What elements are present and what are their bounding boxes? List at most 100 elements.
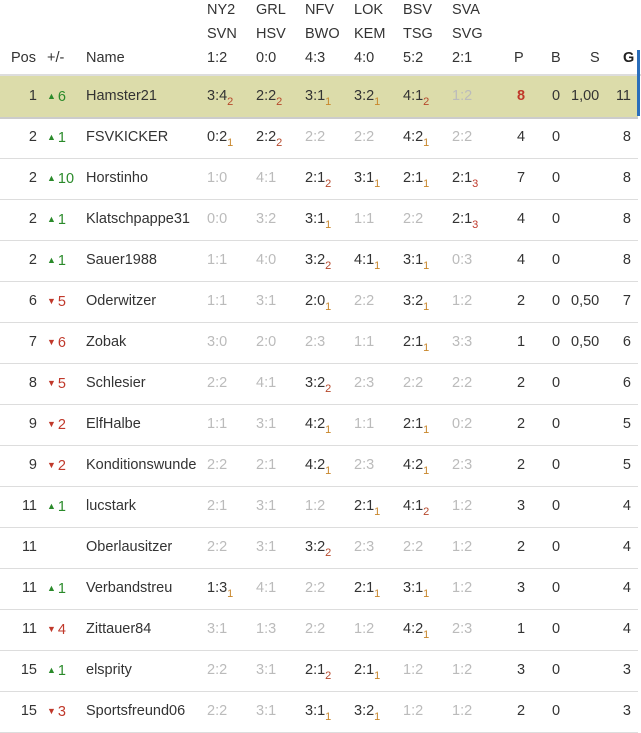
player-name[interactable]: Oberlausitzer [86,539,173,555]
prediction-score: 2:3 [354,375,375,391]
table-row[interactable]: 11 ▲ 1 lucstark 2:1 3:1 1:2 2:11 4:12 1:2 3 0 4 [0,486,638,528]
table-row[interactable]: 6 ▼ 5 Oderwitzer 1:1 3:1 2:01 2:2 3:21 1:2 2 0 0,50 7 [0,281,638,323]
prediction: 2:22 [256,76,282,117]
rank: 9 [28,416,37,432]
rank-change-value: 5 [57,376,66,392]
points: 4 [516,211,526,227]
header-total[interactable]: G [623,50,635,66]
prediction: 4:21 [403,117,429,158]
prediction-score: 3:1 [256,703,277,719]
header-points[interactable]: P [514,50,524,66]
table-row[interactable]: 7 ▼ 6 Zobak 3:0 2:0 2:3 1:1 2:11 3:3 1 0 0,50 6 [0,322,638,364]
prediction-score: 1:2 [452,662,473,678]
table-row[interactable]: 11 Oberlausitzer 2:2 3:1 3:22 2:3 2:2 1:2 2 0 4 [0,527,638,569]
header-bonus[interactable]: B [551,50,561,66]
arrow-up-icon: ▲ [47,583,56,593]
rank: 8 [28,375,37,391]
prediction-score: 0:2 [452,416,473,432]
table-row[interactable]: 2 ▲ 1 Klatschpappe31 0:0 3:2 3:11 1:1 2:2 2:13 4 0 8 [0,199,638,241]
prediction-score: 1:2 [403,703,424,719]
table-row[interactable]: 2 ▲ 1 FSVKICKER 0:21 2:22 2:2 2:2 4:21 2:2 4 0 8 [0,117,638,159]
table-row[interactable]: 1 ▲ 6 Hamster21 3:42 2:22 3:11 3:21 4:12 1:2 8 0 1,0… [0,76,638,119]
prediction-points: 2 [423,96,430,108]
table-row[interactable]: 9 ▼ 2 Konditionswunde 2:2 2:1 4:21 2:3 4:21 2:3 2 0… [0,445,638,487]
player-name[interactable]: Zobak [86,334,127,350]
prediction: 3:11 [354,158,380,199]
rank-change-value: 1 [57,212,66,228]
arrow-down-icon: ▼ [47,624,56,634]
player-name[interactable]: Hamster21 [86,88,157,104]
header-name[interactable]: Name [86,50,125,66]
prediction-score: 3:2 [403,293,424,309]
player-name[interactable]: Zittauer84 [86,621,152,637]
rank-change: ▼ 6 [47,322,66,364]
player-name[interactable]: Sauer1988 [86,252,157,268]
prediction: 2:11 [403,158,429,199]
rank-change: ▼ 5 [47,281,66,323]
bonus: 0 [552,621,561,637]
header-game-away: BWO [305,26,340,42]
prediction-points: 2 [325,670,332,682]
prediction-score: 1:2 [452,293,473,309]
player-name[interactable]: Konditionswunde [86,457,197,473]
prediction: 2:2 [207,691,227,732]
prediction-score: 2:1 [305,170,326,186]
table-row[interactable]: 11 ▼ 4 Zittauer84 3:1 1:3 2:2 1:2 4:21 2:3 1 0 4 [0,609,638,651]
table-row[interactable]: 8 ▼ 5 Schlesier 2:2 4:1 3:22 2:3 2:2 2:2 2 0 6 [0,363,638,405]
table-row[interactable]: 11 ▲ 1 Verbandstreu 1:31 4:1 2:2 2:11 3:11 1:2 3 0 4 [0,568,638,610]
prediction-score: 3:1 [354,170,375,186]
player-name[interactable]: ElfHalbe [86,416,141,432]
prediction: 3:1 [207,609,227,650]
points: 7 [516,170,526,186]
total: 5 [622,457,631,473]
bonus: 0 [552,539,561,555]
prediction: 4:11 [354,240,380,281]
player-name[interactable]: elsprity [86,662,132,678]
table-row[interactable]: 2 ▲ 1 Sauer1988 1:1 4:0 3:22 4:11 3:11 0:3 4 0 8 [0,240,638,282]
player-name[interactable]: Horstinho [86,170,149,186]
prediction-score: 1:2 [403,662,424,678]
player-name[interactable]: Klatschpappe31 [86,211,190,227]
player-name[interactable]: lucstark [86,498,136,514]
player-name[interactable]: Sportsfreund06 [86,703,186,719]
player-name[interactable]: FSVKICKER [86,129,169,145]
prediction: 3:21 [354,76,380,117]
header-game-away: TSG [403,26,433,42]
prediction: 2:2 [207,363,227,404]
prediction-score: 2:3 [354,457,375,473]
prediction-score: 3:2 [256,211,277,227]
prediction-score: 2:2 [354,293,375,309]
table-row[interactable]: 2 ▲ 10 Horstinho 1:0 4:1 2:12 3:11 2:11 2:13 7 0 8 [0,158,638,200]
player-name[interactable]: Oderwitzer [86,293,157,309]
header-s[interactable]: S [590,50,600,66]
prediction: 3:21 [403,281,429,322]
prediction: 3:22 [305,240,331,281]
prediction-points: 1 [325,219,332,231]
prediction: 3:21 [354,691,380,732]
prediction-score: 1:3 [256,621,277,637]
rank-change-value: 1 [57,581,66,597]
table-row[interactable]: 15 ▼ 3 Sportsfreund06 2:2 3:1 3:11 3:21 1:2 1:2 2 0… [0,691,638,733]
rank-change: ▲ 1 [47,650,66,692]
prediction: 1:2 [452,691,472,732]
header-change[interactable]: +/- [47,50,65,66]
prediction-score: 3:1 [207,621,228,637]
header-game-away: HSV [256,26,286,42]
total: 8 [622,129,631,145]
table-row[interactable]: 9 ▼ 2 ElfHalbe 1:1 3:1 4:21 1:1 2:11 0:2 2 0 5 [0,404,638,446]
rank-change-value: 4 [57,622,66,638]
header-game-home: LOK [354,2,384,18]
prediction-score: 0:0 [207,211,228,227]
prediction-score: 2:2 [207,375,228,391]
header-game-result: 4:0 [354,50,375,66]
prediction-points: 1 [374,506,381,518]
header-pos[interactable]: Pos [11,50,36,66]
player-name[interactable]: Schlesier [86,375,146,391]
player-name[interactable]: Verbandstreu [86,580,173,596]
scrollbar[interactable] [637,50,640,116]
prediction-score: 4:1 [256,170,277,186]
table-row[interactable]: 15 ▲ 1 elsprity 2:2 3:1 2:12 2:11 1:2 1:2 3 0 3 [0,650,638,692]
prediction-score: 2:2 [452,375,473,391]
prediction: 4:21 [403,445,429,486]
prediction: 1:2 [305,486,325,527]
